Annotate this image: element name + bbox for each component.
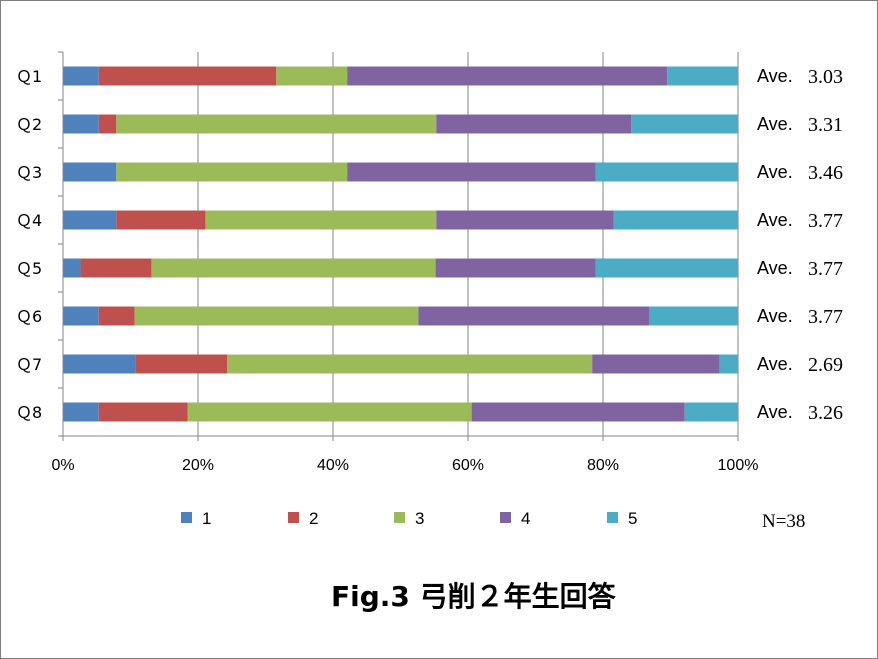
bar-segment <box>471 402 685 422</box>
bar-segment <box>134 306 419 326</box>
category-label: Ｑ1 <box>16 67 42 86</box>
bar-segment <box>63 66 99 86</box>
legend-swatch <box>394 512 405 523</box>
x-tick-label: 0% <box>51 457 74 474</box>
average-value: 3.03 <box>808 66 843 88</box>
bar-segment <box>595 162 738 182</box>
bar-segment <box>418 306 649 326</box>
category-label: Ｑ5 <box>16 259 42 278</box>
average-label: Ave. <box>757 66 793 86</box>
bar-segment <box>187 402 472 422</box>
category-label: Ｑ7 <box>16 355 42 374</box>
bar-segment <box>613 210 738 230</box>
axes <box>58 51 739 441</box>
gridlines <box>197 52 739 436</box>
average-label: Ave. <box>757 306 793 326</box>
average-value: 3.31 <box>808 114 843 136</box>
legend-label: 1 <box>202 509 211 528</box>
average-value: 3.46 <box>808 162 843 184</box>
bar-segment <box>347 162 596 182</box>
bar-segment <box>684 402 738 422</box>
bar-segment <box>80 258 152 278</box>
average-label: Ave. <box>757 354 793 374</box>
bar-segment <box>648 306 738 326</box>
bar-segment <box>435 258 596 278</box>
bar-segment <box>63 402 99 422</box>
legend-label: 3 <box>415 509 424 528</box>
n-note: N=38 <box>762 511 805 532</box>
labels: 0% 20% 40% 60% 80% 100% Ｑ1 Ave. 3.03 Ｑ2 Ave. 3.31 Ｑ3… <box>16 66 843 474</box>
bar-segment <box>116 114 437 134</box>
average-label: Ave. <box>757 210 793 230</box>
bar-segment <box>631 114 738 134</box>
category-label: Ｑ3 <box>16 163 42 182</box>
legend-swatch <box>607 512 618 523</box>
bar-segment <box>719 354 738 374</box>
bars <box>63 66 738 422</box>
average-label: Ave. <box>757 402 793 422</box>
bar-segment <box>63 306 99 326</box>
x-tick-label: 80% <box>587 457 619 474</box>
bar-segment <box>98 66 277 86</box>
bar-segment <box>436 114 632 134</box>
category-label: Ｑ2 <box>16 115 42 134</box>
bar-segment <box>98 306 135 326</box>
x-tick-label: 20% <box>182 457 214 474</box>
average-label: Ave. <box>757 114 793 134</box>
legend-swatch <box>181 512 192 523</box>
legend-label: 2 <box>309 509 318 528</box>
bar-segment <box>151 258 436 278</box>
bar-segment <box>63 258 81 278</box>
bar-segment <box>347 66 668 86</box>
bar-segment <box>276 66 348 86</box>
category-label: Ｑ6 <box>16 307 42 326</box>
bar-segment <box>595 258 738 278</box>
average-value: 3.26 <box>808 402 843 424</box>
figure-caption: Fig.3 弓削２年生回答 <box>331 580 617 613</box>
average-label: Ave. <box>757 162 793 182</box>
average-value: 3.77 <box>808 306 843 328</box>
bar-segment <box>63 210 117 230</box>
bar-segment <box>135 354 228 374</box>
average-value: 2.69 <box>808 354 843 376</box>
bar-segment <box>436 210 614 230</box>
bar-segment <box>227 354 593 374</box>
legend-label: 5 <box>628 509 637 528</box>
bar-segment <box>63 162 117 182</box>
bar-segment <box>205 210 437 230</box>
legend-label: 4 <box>521 509 530 528</box>
x-tick-label: 60% <box>452 457 484 474</box>
bar-segment <box>116 210 206 230</box>
average-value: 3.77 <box>808 210 843 232</box>
average-value: 3.77 <box>808 258 843 280</box>
legend-swatch <box>288 512 299 523</box>
bar-segment <box>63 114 99 134</box>
bar-segment <box>116 162 348 182</box>
category-label: Ｑ4 <box>16 211 42 230</box>
average-label: Ave. <box>757 258 793 278</box>
bar-segment <box>667 66 738 86</box>
bar-segment <box>98 114 117 134</box>
legend: 1 2 3 4 5 <box>181 509 637 528</box>
bar-segment <box>592 354 720 374</box>
x-tick-label: 40% <box>317 457 349 474</box>
bar-segment <box>98 402 188 422</box>
legend-swatch <box>500 512 511 523</box>
category-label: Ｑ8 <box>16 403 42 422</box>
x-tick-label: 100% <box>718 457 759 474</box>
bar-segment <box>63 354 136 374</box>
